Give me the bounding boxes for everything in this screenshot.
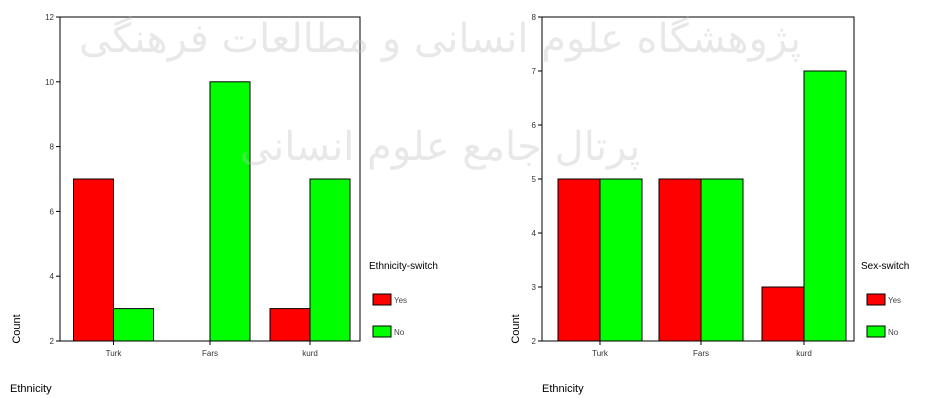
- legend-swatch-yes: [866, 293, 886, 306]
- legend-title: Sex-switch: [861, 261, 909, 272]
- x-axis-title: Ethnicity: [10, 383, 52, 395]
- bar-kurd-no: [309, 178, 351, 342]
- legend: Yes No: [372, 293, 407, 338]
- y-axis-ticks: 2 4 6 8 10 12: [45, 13, 60, 346]
- y-tick-label: 8: [50, 143, 55, 152]
- bars-group: [557, 70, 847, 342]
- y-tick-label: 6: [532, 121, 537, 130]
- y-tick-label: 4: [532, 229, 537, 238]
- bar-fars-no: [700, 178, 744, 342]
- y-tick-label: 8: [532, 13, 537, 22]
- y-axis-title: Count: [510, 314, 522, 343]
- legend-title: Ethnicity-switch: [369, 261, 438, 272]
- bar-fars-no: [209, 81, 251, 342]
- legend-label-yes: Yes: [888, 296, 901, 305]
- y-tick-label: 5: [532, 175, 537, 184]
- x-tick-label-kurd: kurd: [302, 349, 318, 358]
- bar-kurd-yes: [761, 286, 805, 342]
- legend-label-no: No: [888, 328, 899, 337]
- y-tick-label: 2: [50, 337, 55, 346]
- bar-kurd-yes: [269, 308, 311, 342]
- watermark: پژوهشگاه علوم انسانی و مطالعات فرهنگی پر…: [79, 16, 801, 170]
- x-axis-ticks: Turk Fars kurd: [592, 341, 812, 358]
- legend-label-no: No: [394, 328, 405, 337]
- x-tick-label-kurd: kurd: [796, 349, 812, 358]
- y-tick-label: 2: [532, 337, 537, 346]
- bar-turk-no: [113, 308, 154, 342]
- y-tick-label: 12: [45, 13, 54, 22]
- y-axis-ticks: 2 3 4 5 6 7 8: [532, 13, 542, 346]
- legend-swatch-no: [866, 325, 886, 338]
- ethnicity-switch-chart: 2 4 6 8 10 12 Turk Fars kurd Count Ethnicity Et…: [10, 13, 438, 395]
- bar-turk-no: [599, 178, 643, 342]
- x-tick-label-turk: Turk: [592, 349, 609, 358]
- bar-turk-yes: [557, 178, 601, 342]
- x-tick-label-fars: Fars: [202, 349, 218, 358]
- x-axis-title: Ethnicity: [542, 383, 584, 395]
- bar-kurd-no: [803, 70, 847, 342]
- sex-switch-chart: 2 3 4 5 6 7 8 Turk Fars kurd Count Ethnicity Sex…: [510, 13, 909, 395]
- y-axis-title: Count: [11, 314, 23, 343]
- y-tick-label: 3: [532, 283, 537, 292]
- y-tick-label: 6: [50, 207, 55, 216]
- bars-group: [73, 81, 351, 342]
- watermark-line-1: پژوهشگاه علوم انسانی و مطالعات فرهنگی: [79, 16, 801, 62]
- legend-swatch-no: [372, 325, 392, 338]
- x-tick-label-turk: Turk: [106, 349, 123, 358]
- x-tick-label-fars: Fars: [693, 349, 709, 358]
- bar-turk-yes: [73, 178, 114, 342]
- x-axis-ticks: Turk Fars kurd: [106, 341, 318, 358]
- legend-label-yes: Yes: [394, 296, 407, 305]
- legend: Yes No: [866, 293, 901, 338]
- watermark-line-2: پرتال جامع علوم انسانی: [240, 124, 641, 170]
- y-tick-label: 4: [50, 272, 55, 281]
- legend-swatch-yes: [372, 293, 392, 306]
- y-tick-label: 7: [532, 67, 537, 76]
- bar-fars-yes: [658, 178, 702, 342]
- y-tick-label: 10: [45, 78, 54, 87]
